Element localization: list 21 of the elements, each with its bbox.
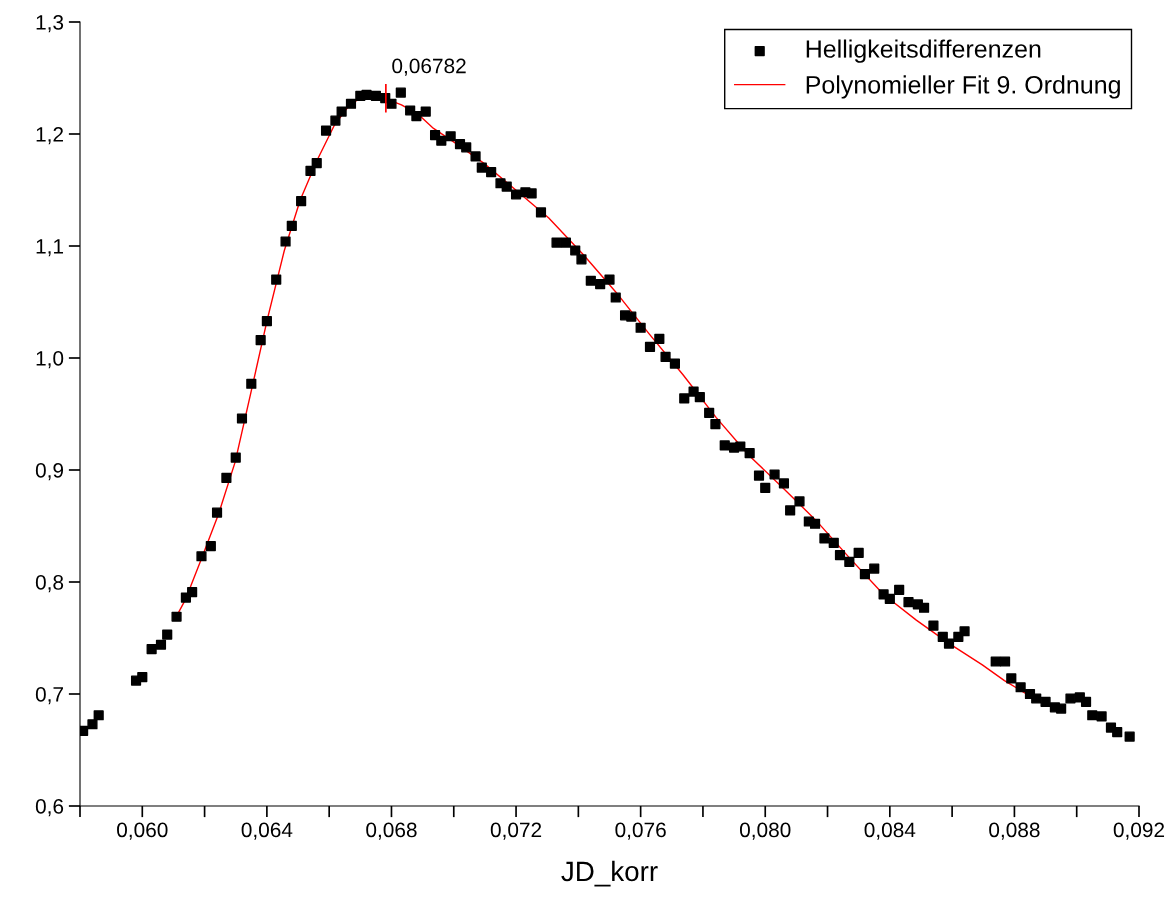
legend-label: Helligkeitsdifferenzen	[806, 39, 1041, 63]
y-tick-label: 1,1	[36, 239, 64, 257]
x-tick-label: 0,092	[1113, 822, 1165, 840]
x-tick-label: 0,068	[366, 822, 417, 840]
y-tick-label: 1,3	[36, 15, 64, 33]
x-tick-label: 0,076	[615, 822, 666, 840]
y-tick-label: 0,9	[35, 463, 64, 481]
y-tick-label: 0,8	[35, 575, 64, 593]
x-tick-label: 0,084	[864, 822, 916, 840]
y-tick-label: 0,6	[35, 799, 64, 817]
x-tick-label: 0,080	[739, 822, 791, 840]
x-tick-label: 0,060	[117, 822, 168, 840]
legend-label: Polynomieller Fit 9. Ordnung	[806, 75, 1120, 99]
y-tick-label: 1,0	[36, 351, 64, 369]
x-tick-label: 0,072	[490, 822, 542, 840]
y-tick-label: 0,7	[35, 687, 63, 705]
y-tick-label: 1,2	[36, 127, 63, 145]
x-axis-title: JD_korr	[561, 860, 658, 887]
x-tick-label: 0,088	[989, 822, 1040, 840]
annotation: 0,06782	[392, 58, 466, 76]
x-tick-label: 0,064	[241, 822, 293, 840]
